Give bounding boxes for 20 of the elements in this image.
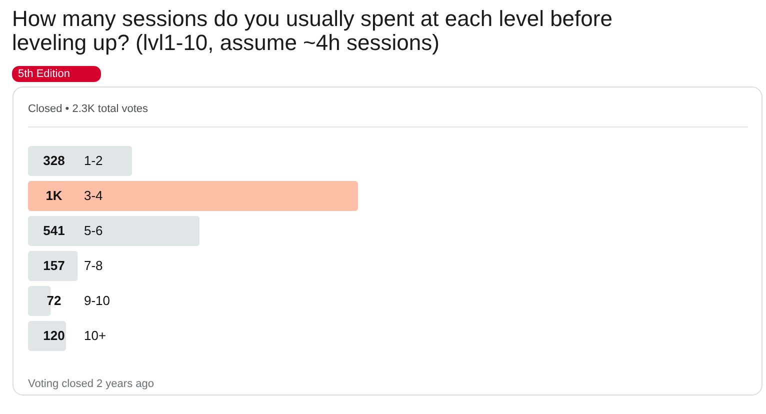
y-tick-label: 9-10: [84, 293, 110, 308]
y-tick-label: 7-8: [84, 258, 103, 273]
data-label: 328: [43, 153, 65, 168]
data-label: 541: [43, 223, 65, 238]
bar: [28, 146, 132, 176]
data-label: 72: [46, 293, 62, 308]
y-tick-label: 3-4: [84, 188, 103, 203]
bar: [28, 251, 78, 281]
data-label: 157: [43, 258, 65, 273]
data-label: 120: [43, 328, 65, 343]
y-tick-label: 10+: [84, 328, 106, 343]
text: Closed • 2.3K total votes: [28, 103, 149, 115]
bar: [28, 181, 358, 211]
y-tick-label: 1-2: [84, 153, 103, 168]
y-tick-label: 5-6: [84, 223, 103, 238]
bar: [28, 216, 200, 246]
text: Voting closed 2 years ago: [28, 378, 154, 390]
chart-title: How many sessions do you usually spent at each level before leveling up? (lvl1-10, assume ~4h sessions): [12, 6, 612, 55]
data-label: 1K: [46, 188, 63, 203]
text: 5th Edition: [18, 68, 70, 80]
